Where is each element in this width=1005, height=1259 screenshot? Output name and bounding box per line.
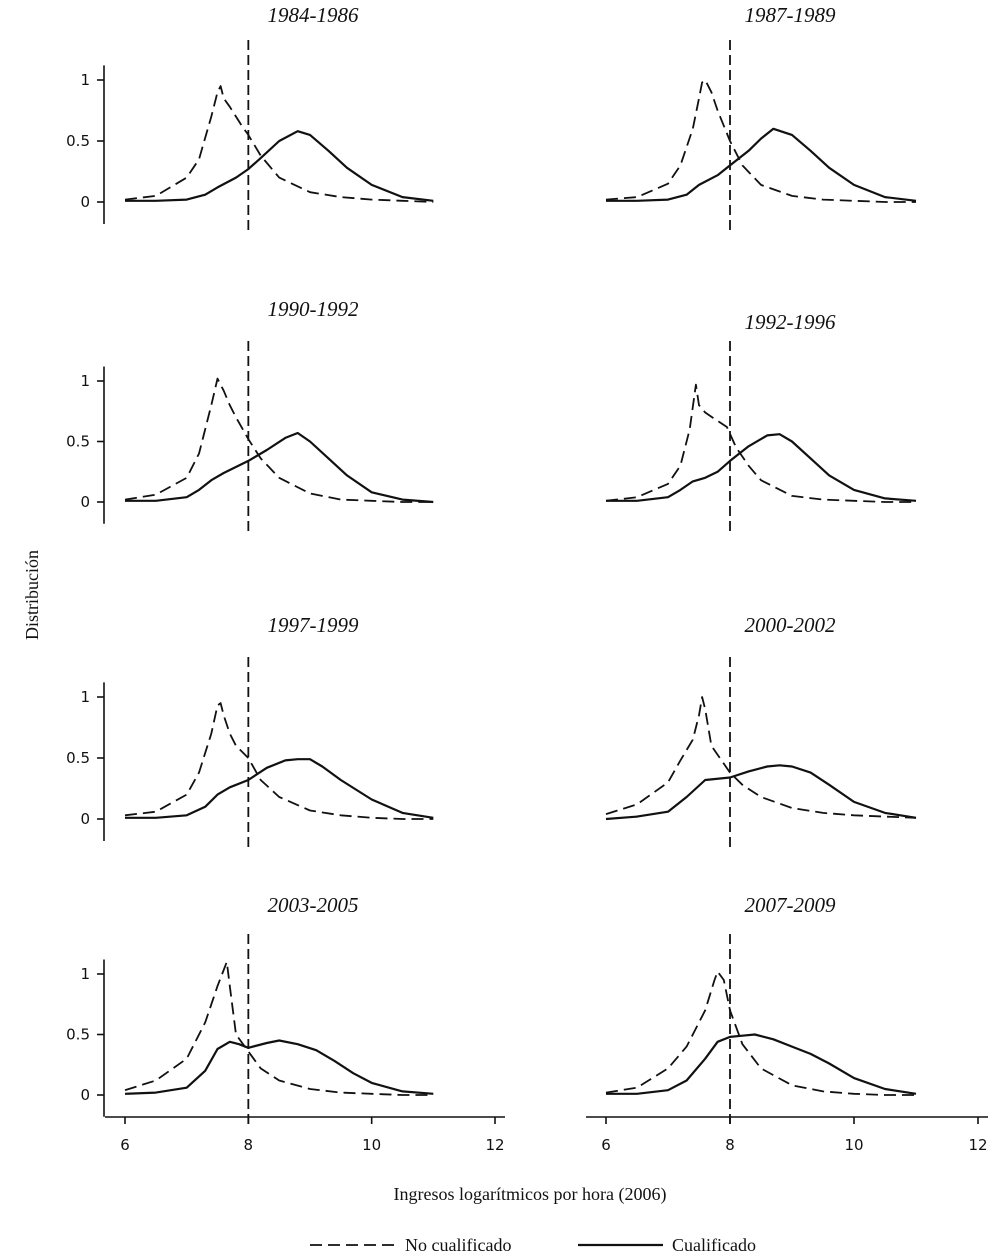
y-tick-label: 0: [80, 193, 90, 211]
x-tick-label: 8: [244, 1136, 254, 1154]
series-no-cualificado: [605, 970, 916, 1096]
y-axis-2: 00.51: [66, 366, 105, 524]
x-tick-label: 8: [725, 1136, 735, 1154]
series-no-cualificado: [124, 377, 434, 503]
y-tick-label: 0: [80, 1086, 90, 1104]
x-axis-1: 6 8 10 12: [105, 1116, 505, 1154]
x-axis-2: 6 8 10 12: [586, 1116, 988, 1154]
legend-label-no-cualificado: No cualificado: [405, 1235, 511, 1255]
series-no-cualificado: [124, 702, 434, 820]
panel-2: 1987-1989: [605, 3, 917, 232]
series-no-cualificado: [605, 383, 916, 503]
x-tick-label: 10: [844, 1136, 863, 1154]
y-axis-1: 00.51: [66, 65, 105, 224]
x-axis-title: Ingresos logarítmicos por hora (2006): [394, 1184, 667, 1205]
legend-label-cualificado: Cualificado: [672, 1235, 756, 1255]
panel-title: 1984-1986: [268, 3, 359, 27]
y-tick-label: 1: [80, 71, 90, 89]
panel-3: 1990-1992: [124, 297, 434, 532]
panel-7: 2003-2005: [124, 893, 434, 1125]
series-no-cualificado: [605, 696, 917, 819]
series-cualificado: [125, 758, 434, 819]
series-no-cualificado: [124, 85, 434, 203]
panel-title: 2003-2005: [268, 893, 359, 917]
y-axis-4: 00.51: [66, 959, 105, 1117]
y-axis-title: Distribución: [22, 550, 42, 640]
x-tick-label: 10: [362, 1136, 381, 1154]
panel-title: 1992-1996: [745, 310, 836, 334]
series-cualificado: [606, 1033, 917, 1095]
y-tick-label: 0.5: [66, 433, 90, 451]
y-tick-label: 0.5: [66, 749, 90, 767]
panel-title: 2000-2002: [745, 613, 836, 637]
x-tick-label: 12: [485, 1136, 504, 1154]
panel-8: 2007-2009: [605, 893, 917, 1125]
series-no-cualificado: [124, 961, 434, 1096]
legend: No cualificado Cualificado: [310, 1235, 756, 1255]
y-tick-label: 0.5: [66, 132, 90, 150]
panel-title: 2007-2009: [745, 893, 836, 917]
series-cualificado: [605, 764, 917, 821]
series-cualificado: [606, 433, 917, 502]
series-cualificado: [606, 127, 917, 202]
panels: 1984-1986 1987-1989 1990-1992 1992-1996 1997…: [124, 3, 917, 1125]
panel-4: 1992-1996: [605, 310, 917, 532]
panel-1: 1984-1986: [124, 3, 434, 232]
y-tick-label: 1: [80, 688, 90, 706]
series-cualificado: [125, 431, 434, 504]
y-tick-label: 1: [80, 372, 90, 390]
x-tick-label: 6: [601, 1136, 611, 1154]
series-cualificado: [125, 130, 434, 202]
series-no-cualificado: [605, 79, 916, 203]
y-tick-label: 0: [80, 810, 90, 828]
panel-title: 1997-1999: [268, 613, 359, 637]
panel-5: 1997-1999: [124, 613, 434, 849]
y-tick-label: 1: [80, 965, 90, 983]
x-tick-label: 6: [120, 1136, 130, 1154]
x-tick-label: 12: [968, 1136, 987, 1154]
y-tick-label: 0.5: [66, 1026, 90, 1044]
y-axis-3: 00.51: [66, 682, 105, 841]
panel-title: 1987-1989: [745, 3, 836, 27]
series-cualificado: [124, 1039, 434, 1095]
x-axes: 6 8 10 12 6 8 10 12: [105, 1116, 988, 1154]
panel-title: 1990-1992: [268, 297, 359, 321]
panel-6: 2000-2002: [605, 613, 917, 849]
y-tick-label: 0: [80, 493, 90, 511]
